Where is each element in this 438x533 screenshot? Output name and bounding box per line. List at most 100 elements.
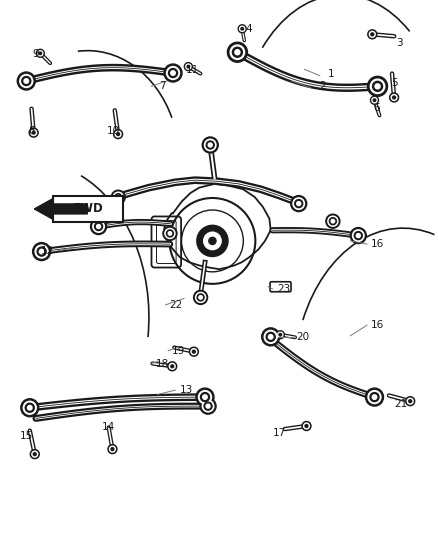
Circle shape (261, 328, 280, 346)
Circle shape (23, 401, 36, 414)
Circle shape (205, 139, 216, 151)
Circle shape (305, 425, 308, 427)
Text: 18: 18 (155, 359, 169, 368)
Circle shape (202, 137, 218, 153)
Circle shape (370, 393, 379, 401)
Circle shape (113, 130, 123, 139)
Circle shape (196, 224, 229, 257)
Circle shape (203, 231, 222, 251)
Circle shape (32, 451, 38, 457)
Circle shape (111, 190, 125, 204)
Circle shape (204, 402, 212, 410)
Circle shape (30, 450, 39, 458)
Circle shape (164, 64, 182, 82)
Circle shape (168, 362, 177, 371)
Circle shape (170, 364, 175, 369)
Circle shape (328, 216, 338, 226)
Circle shape (113, 192, 124, 202)
Circle shape (29, 128, 38, 137)
Circle shape (169, 69, 177, 77)
Circle shape (192, 350, 195, 353)
Circle shape (93, 221, 104, 232)
Circle shape (39, 52, 42, 54)
Circle shape (189, 347, 198, 356)
Text: 5: 5 (391, 78, 398, 87)
Circle shape (353, 230, 364, 241)
Circle shape (22, 77, 31, 85)
Text: 22: 22 (170, 300, 183, 310)
Circle shape (375, 84, 380, 89)
Circle shape (266, 333, 275, 341)
Circle shape (96, 224, 101, 229)
Circle shape (238, 25, 246, 33)
Circle shape (111, 448, 114, 450)
Text: 10: 10 (106, 126, 120, 135)
Text: 15: 15 (20, 431, 33, 441)
Circle shape (171, 71, 175, 75)
Circle shape (371, 33, 374, 36)
Circle shape (264, 330, 277, 343)
Circle shape (166, 67, 180, 79)
Circle shape (198, 391, 212, 403)
Text: 12: 12 (41, 246, 54, 255)
Circle shape (329, 217, 336, 225)
Circle shape (373, 99, 376, 101)
Circle shape (208, 237, 217, 245)
Circle shape (39, 249, 44, 254)
Text: 13: 13 (180, 385, 193, 395)
Circle shape (115, 131, 121, 137)
Circle shape (117, 133, 120, 135)
Text: 2: 2 (319, 82, 326, 91)
Circle shape (291, 196, 307, 212)
Circle shape (108, 445, 117, 454)
Circle shape (21, 399, 39, 417)
Text: 3: 3 (396, 38, 403, 47)
Circle shape (276, 330, 284, 339)
Circle shape (302, 422, 311, 431)
Circle shape (227, 42, 247, 62)
Circle shape (201, 393, 209, 401)
Circle shape (191, 349, 197, 354)
Circle shape (368, 391, 381, 403)
Text: FWD: FWD (73, 203, 104, 215)
Circle shape (279, 334, 282, 336)
Circle shape (369, 31, 375, 37)
Text: 1: 1 (328, 69, 335, 78)
Text: 14: 14 (102, 423, 115, 432)
Text: 19: 19 (172, 346, 185, 356)
Circle shape (367, 76, 388, 96)
Circle shape (240, 26, 245, 31)
Circle shape (25, 403, 34, 412)
Circle shape (91, 219, 106, 235)
Circle shape (33, 453, 36, 456)
Circle shape (166, 230, 173, 237)
Circle shape (202, 400, 214, 412)
Text: 17: 17 (273, 428, 286, 438)
Circle shape (295, 199, 303, 208)
Circle shape (196, 388, 214, 406)
Polygon shape (34, 199, 87, 219)
Circle shape (195, 293, 206, 302)
Circle shape (200, 398, 216, 414)
Circle shape (407, 398, 413, 404)
Text: 8: 8 (28, 126, 35, 135)
Circle shape (203, 395, 207, 399)
Text: 7: 7 (159, 82, 166, 91)
Circle shape (171, 365, 174, 368)
Circle shape (95, 222, 102, 231)
Circle shape (24, 79, 28, 83)
Circle shape (293, 198, 304, 209)
Circle shape (241, 28, 244, 30)
Circle shape (278, 332, 283, 337)
Circle shape (297, 201, 301, 206)
Circle shape (163, 227, 177, 240)
Circle shape (38, 51, 43, 56)
Circle shape (115, 193, 122, 201)
Circle shape (356, 233, 360, 238)
Text: 4: 4 (245, 25, 252, 34)
Circle shape (390, 93, 399, 102)
Text: 21: 21 (394, 399, 407, 409)
FancyBboxPatch shape (53, 196, 124, 222)
Circle shape (20, 75, 33, 87)
Circle shape (304, 423, 309, 429)
